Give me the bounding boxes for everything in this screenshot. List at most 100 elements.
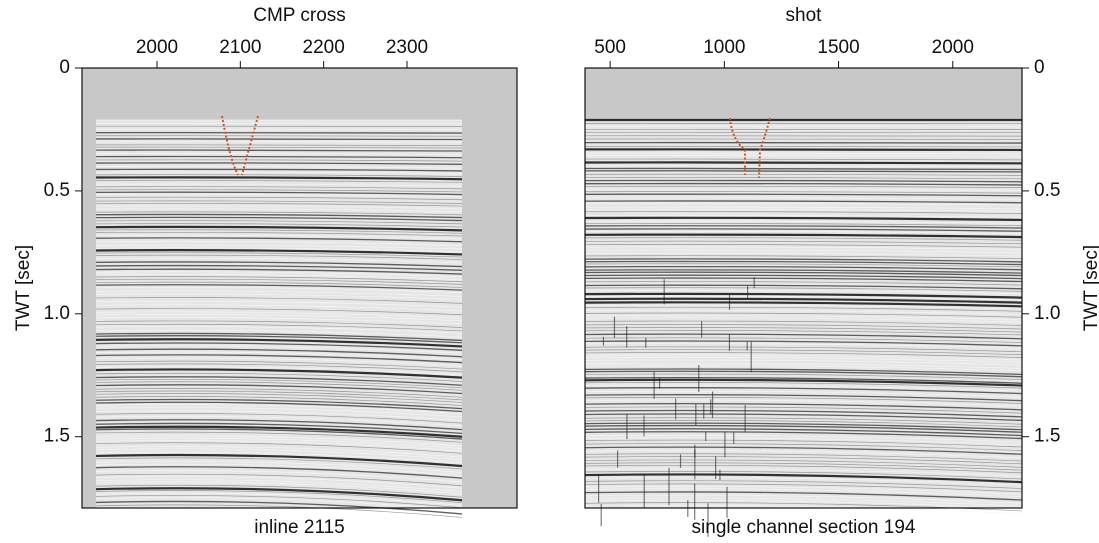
reflector <box>584 297 1023 304</box>
reflector <box>584 464 1023 474</box>
x-axis-label: CMP cross <box>253 5 346 26</box>
reflector <box>95 159 463 162</box>
reflector <box>584 324 1023 330</box>
reflector <box>95 484 463 498</box>
reflector <box>584 161 1023 165</box>
y-axis-label: TWT [sec] <box>13 245 34 331</box>
reflector <box>584 220 1023 224</box>
reflector <box>95 448 463 460</box>
reflector <box>584 354 1023 361</box>
reflector <box>95 457 463 470</box>
reflector <box>95 329 463 338</box>
reflector <box>584 365 1023 372</box>
y-tick-label: 0.5 <box>1034 180 1060 201</box>
reflector <box>95 378 463 389</box>
y-axis-label: TWT [sec] <box>1081 245 1099 331</box>
reflector <box>584 330 1023 336</box>
reflector <box>584 165 1023 168</box>
reflector <box>95 281 463 288</box>
reflector <box>95 332 463 342</box>
reflector <box>584 292 1023 299</box>
reflector <box>95 453 463 468</box>
reflector <box>584 403 1023 411</box>
axes-frame <box>81 67 518 509</box>
reflector <box>95 487 463 502</box>
reflector <box>584 387 1023 395</box>
x-tick-label: 2000 <box>932 37 974 58</box>
reflector <box>95 376 463 386</box>
reflector <box>95 241 463 246</box>
reflector <box>584 263 1023 268</box>
reflector <box>95 257 463 264</box>
reflector <box>584 146 1023 148</box>
reflector <box>95 308 463 316</box>
reflector <box>584 200 1023 204</box>
reflector <box>584 252 1023 257</box>
reflector <box>95 366 463 376</box>
reflector <box>95 297 463 304</box>
reflector <box>584 271 1023 277</box>
reflector <box>95 162 463 165</box>
reflector <box>95 466 463 479</box>
reflector <box>95 431 463 443</box>
reflector <box>584 337 1023 343</box>
reflector <box>584 281 1023 286</box>
reflector <box>95 180 463 183</box>
reflector <box>584 284 1023 290</box>
channel-annotation <box>729 117 771 179</box>
reflector <box>584 274 1023 280</box>
x-axis-label: shot <box>786 5 823 26</box>
seismic-image <box>82 68 517 518</box>
reflector <box>95 393 463 403</box>
reflector <box>584 320 1023 326</box>
reflector <box>584 197 1023 200</box>
y-tick-label: 1.0 <box>44 303 70 324</box>
reflector <box>95 345 463 354</box>
reflector <box>95 460 463 473</box>
reflector <box>95 183 463 187</box>
reflector <box>584 359 1023 366</box>
reflector <box>584 306 1023 312</box>
reflector <box>95 202 463 207</box>
reflector <box>95 470 463 483</box>
reflector <box>95 497 463 511</box>
reflector <box>95 446 463 458</box>
reflector <box>95 500 463 515</box>
reflector <box>95 166 463 169</box>
reflector <box>584 373 1023 380</box>
reflector <box>95 342 463 351</box>
reflector <box>584 333 1023 340</box>
reflector <box>95 290 463 297</box>
x-tick-label: 2200 <box>303 37 345 58</box>
reflector <box>95 176 463 181</box>
reflector <box>584 246 1023 250</box>
reflector <box>584 304 1023 310</box>
reflector <box>584 399 1023 407</box>
reflector <box>95 416 463 427</box>
reflector <box>95 404 463 415</box>
reflector <box>95 504 463 518</box>
reflector <box>584 170 1023 173</box>
reflector <box>584 277 1023 283</box>
reflector <box>95 481 463 495</box>
reflector <box>584 384 1023 392</box>
reflector <box>584 413 1023 422</box>
reflector <box>584 362 1023 369</box>
reflector <box>584 233 1023 239</box>
reflector <box>584 439 1023 448</box>
reflector <box>95 191 463 196</box>
reflector <box>584 317 1023 323</box>
reflector <box>584 409 1023 418</box>
reflector <box>584 468 1023 477</box>
reflector <box>95 213 463 219</box>
reflector <box>95 200 463 204</box>
reflector <box>584 378 1023 387</box>
reflector <box>584 228 1023 232</box>
reflector <box>584 260 1023 266</box>
reflector <box>95 189 463 193</box>
reflector <box>95 314 463 322</box>
reflector <box>584 301 1023 308</box>
reflector <box>584 450 1023 459</box>
reflector <box>584 370 1023 378</box>
reflector <box>584 315 1023 321</box>
